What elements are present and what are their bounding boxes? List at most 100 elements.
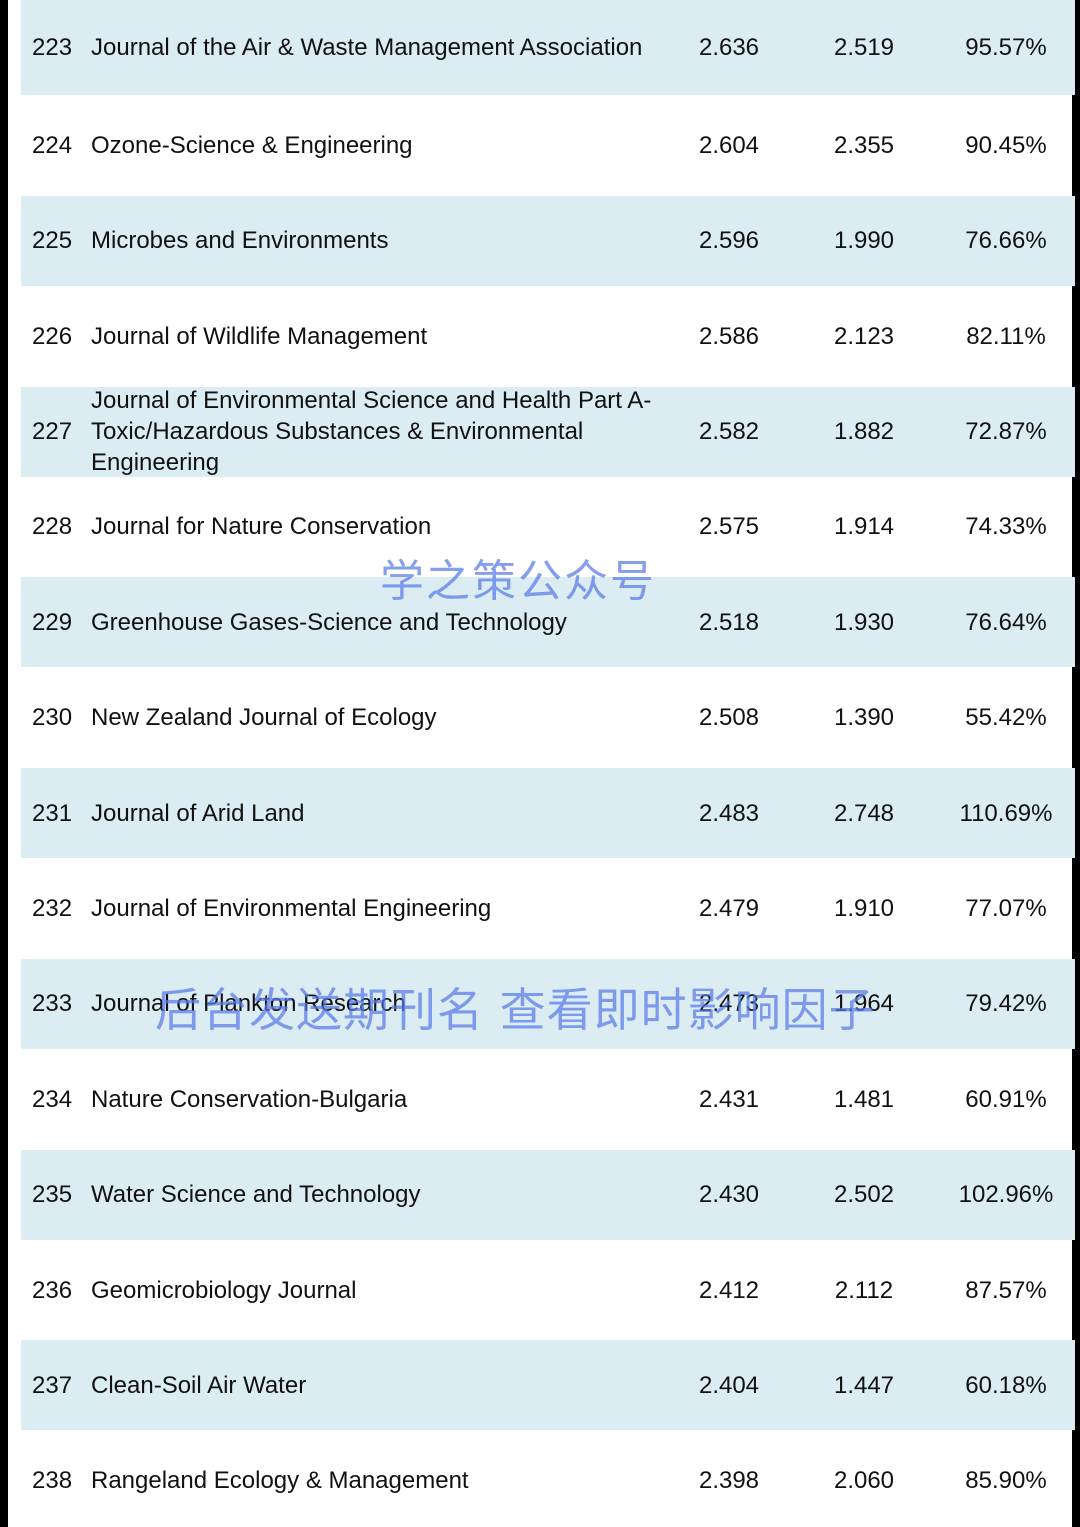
rank-cell: 231 xyxy=(32,768,92,858)
value2-cell: 1.930 xyxy=(806,577,922,667)
journal-name-cell: Clean-Soil Air Water xyxy=(91,1340,671,1430)
journal-name-cell-text: New Zealand Journal of Ecology xyxy=(91,704,437,732)
value1-cell: 2.508 xyxy=(671,673,787,763)
ratio-cell: 102.96% xyxy=(941,1150,1071,1240)
journal-name-cell-text: Microbes and Environments xyxy=(91,227,389,255)
rank-cell-text: 225 xyxy=(32,227,73,255)
value1-cell-text: 2.508 xyxy=(698,704,760,732)
value1-cell: 2.430 xyxy=(671,1150,787,1240)
value2-cell-text: 1.910 xyxy=(833,895,895,923)
value2-cell-text: 2.519 xyxy=(833,34,895,61)
rank-cell-text: 231 xyxy=(32,799,73,827)
value1-cell: 2.479 xyxy=(671,864,787,954)
value1-cell: 2.483 xyxy=(671,768,787,858)
value2-cell: 1.914 xyxy=(806,482,922,572)
value2-cell-text: 1.447 xyxy=(833,1371,895,1399)
journal-name-cell: Journal of Environmental Engineering xyxy=(91,864,671,954)
journal-name-cell-text: Clean-Soil Air Water xyxy=(91,1371,307,1399)
value1-cell-text: 2.473 xyxy=(698,990,760,1018)
journal-name-cell: Journal of Arid Land xyxy=(91,768,671,858)
value2-cell: 1.964 xyxy=(806,959,922,1049)
table-row: 228 Journal for Nature Conservation 2.575 1… xyxy=(21,482,1075,572)
value1-cell-text: 2.431 xyxy=(698,1085,760,1113)
journal-name-cell: Rangeland Ecology & Management xyxy=(91,1436,671,1526)
ratio-cell: 76.64% xyxy=(941,577,1071,667)
journal-name-cell: Nature Conservation-Bulgaria xyxy=(91,1054,671,1144)
table-row: 237 Clean-Soil Air Water 2.404 1.447 60.18% xyxy=(21,1340,1075,1431)
ratio-cell: 60.91% xyxy=(941,1054,1071,1144)
rank-cell: 233 xyxy=(32,959,92,1049)
rank-cell: 236 xyxy=(32,1245,92,1335)
table-row: 230 New Zealand Journal of Ecology 2.508 1.… xyxy=(21,673,1075,763)
ratio-cell-text: 82.11% xyxy=(966,322,1046,350)
ratio-cell: 85.90% xyxy=(941,1436,1071,1526)
journal-name-cell: Geomicrobiology Journal xyxy=(91,1245,671,1335)
rank-cell-text: 238 xyxy=(32,1467,73,1495)
value1-cell-text: 2.404 xyxy=(698,1371,760,1399)
value2-cell-text: 1.390 xyxy=(833,704,895,732)
value1-cell-text: 2.636 xyxy=(698,34,760,61)
rank-cell-text: 226 xyxy=(32,322,73,350)
value1-cell: 2.412 xyxy=(671,1245,787,1335)
journal-name-cell-text: Rangeland Ecology & Management xyxy=(91,1467,469,1495)
ratio-cell: 60.18% xyxy=(941,1340,1071,1430)
ratio-cell-text: 76.64% xyxy=(965,608,1047,636)
rank-cell: 225 xyxy=(32,196,92,286)
ratio-cell-text: 87.57% xyxy=(965,1276,1047,1304)
ratio-cell-text: 55.42% xyxy=(965,704,1047,732)
ratio-cell-text: 85.90% xyxy=(965,1467,1047,1495)
value2-cell-text: 1.990 xyxy=(833,227,895,255)
journal-name-cell-text: Journal for Nature Conservation xyxy=(91,513,432,541)
journal-name-cell: Microbes and Environments xyxy=(91,196,671,286)
journal-table: 223 Journal of the Air & Waste Management… xyxy=(21,0,1075,1527)
value2-cell: 1.990 xyxy=(806,196,922,286)
ratio-cell-text: 110.69% xyxy=(959,799,1053,827)
value2-cell: 2.123 xyxy=(806,291,922,381)
journal-name-cell: Journal of the Air & Waste Management As… xyxy=(91,0,671,95)
value1-cell: 2.596 xyxy=(671,196,787,286)
journal-name-cell-text: Journal of Arid Land xyxy=(91,799,305,827)
rank-cell-text: 229 xyxy=(32,608,73,636)
rank-cell: 230 xyxy=(32,673,92,763)
value2-cell: 1.447 xyxy=(806,1340,922,1430)
table-row: 238 Rangeland Ecology & Management 2.398 2.… xyxy=(21,1436,1075,1526)
journal-name-cell-text: Journal of Environmental Engineering xyxy=(91,895,492,923)
table-row: 226 Journal of Wildlife Management 2.586 2.… xyxy=(21,291,1075,381)
ratio-cell: 95.57% xyxy=(941,0,1071,95)
value2-cell: 2.748 xyxy=(806,768,922,858)
value2-cell: 1.481 xyxy=(806,1054,922,1144)
journal-name-cell-text: Journal of the Air & Waste Management As… xyxy=(91,34,643,61)
document-sheet: 223 Journal of the Air & Waste Management… xyxy=(8,0,1075,1527)
journal-name-cell-text: Greenhouse Gases-Science and Technology xyxy=(91,608,567,636)
journal-name-cell: Water Science and Technology xyxy=(91,1150,671,1240)
table-row: 235 Water Science and Technology 2.430 2.50… xyxy=(21,1149,1075,1240)
ratio-cell: 77.07% xyxy=(941,864,1071,954)
value1-cell-text: 2.604 xyxy=(698,131,760,159)
rank-cell: 228 xyxy=(32,482,92,572)
value2-cell: 1.390 xyxy=(806,673,922,763)
ratio-cell: 79.42% xyxy=(941,959,1071,1049)
rank-cell-text: 237 xyxy=(32,1371,73,1399)
journal-name-cell-text: Journal of Environmental Science and Hea… xyxy=(91,387,652,477)
table-row: 231 Journal of Arid Land 2.483 2.748 110.69% xyxy=(21,768,1075,859)
value2-cell: 1.882 xyxy=(806,387,922,477)
table-row: 232 Journal of Environmental Engineering 2… xyxy=(21,864,1075,954)
rank-cell-text: 224 xyxy=(32,131,73,159)
value2-cell-text: 1.914 xyxy=(833,513,895,541)
value1-cell: 2.586 xyxy=(671,291,787,381)
ratio-cell-text: 102.96% xyxy=(958,1181,1054,1209)
ratio-cell-text: 60.91% xyxy=(965,1085,1047,1113)
rank-cell: 235 xyxy=(32,1150,92,1240)
value2-cell-text: 2.748 xyxy=(833,799,895,827)
ratio-cell-text: 79.42% xyxy=(965,990,1047,1018)
table-row: 224 Ozone-Science & Engineering 2.604 2.355… xyxy=(21,100,1075,190)
ratio-cell-text: 74.33% xyxy=(965,513,1047,541)
journal-name-cell-text: Geomicrobiology Journal xyxy=(91,1276,357,1304)
rank-cell: 224 xyxy=(32,100,92,190)
rank-cell-text: 230 xyxy=(32,704,73,732)
value2-cell-text: 1.882 xyxy=(833,418,895,446)
rank-cell-text: 236 xyxy=(32,1276,73,1304)
ratio-cell: 74.33% xyxy=(941,482,1071,572)
value2-cell-text: 1.930 xyxy=(833,608,895,636)
